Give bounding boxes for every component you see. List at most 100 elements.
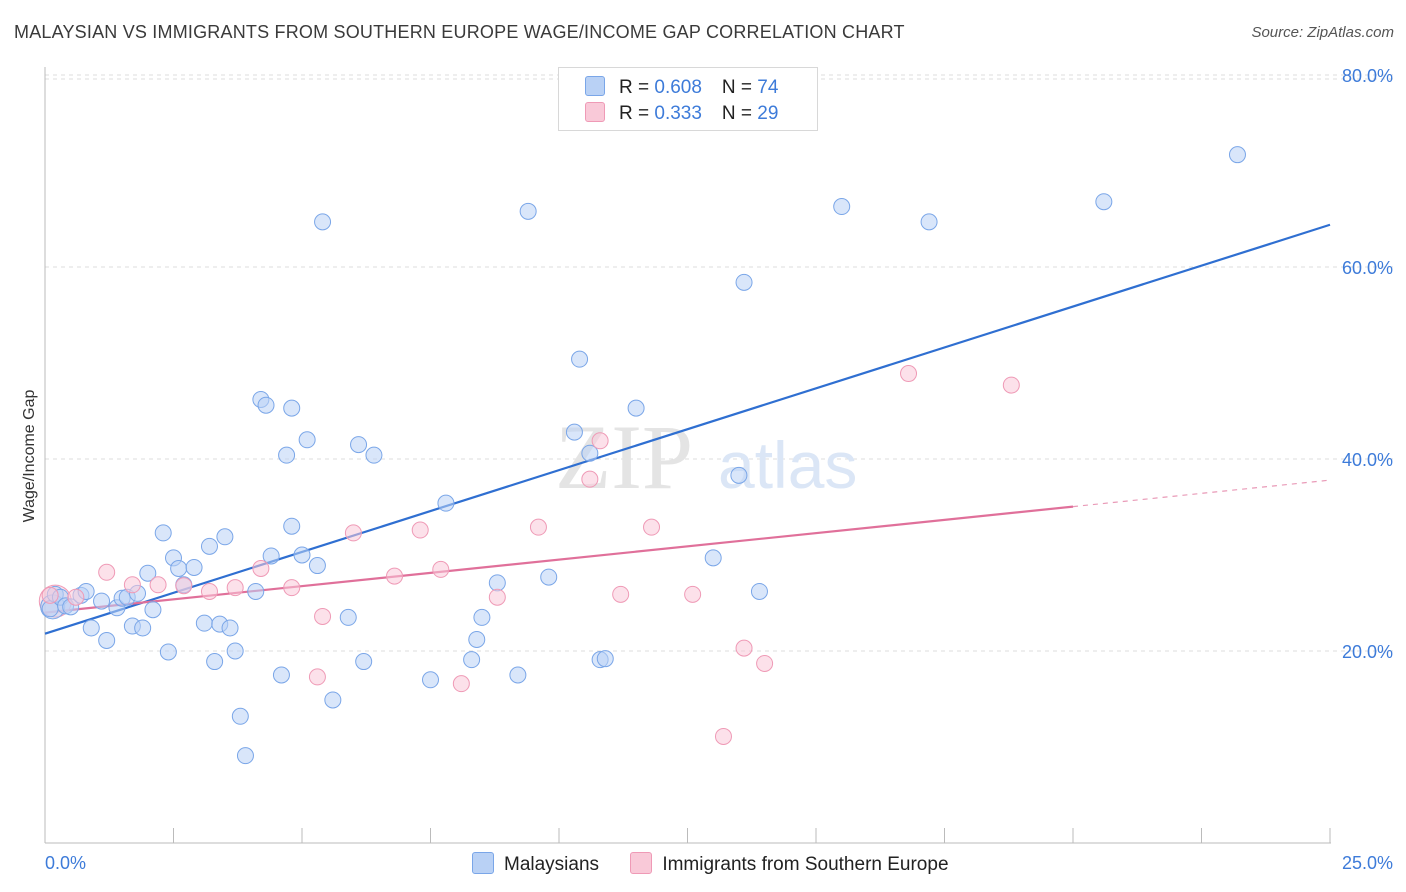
point-southern-europe [714, 727, 732, 745]
point-malaysians [200, 537, 218, 555]
legend-r-value: 0.333 [654, 103, 702, 124]
trend-lines [44, 223, 1331, 635]
legend-swatch-pink [585, 102, 605, 122]
point-southern-europe [98, 563, 116, 581]
point-malaysians [159, 643, 177, 661]
x-tick-label-min: 0.0% [45, 853, 86, 873]
point-malaysians [571, 350, 589, 368]
point-southern-europe [735, 639, 753, 657]
point-malaysians [257, 396, 275, 414]
series-swatch-blue [472, 852, 494, 874]
point-malaysians [272, 666, 290, 684]
y-tick-label: 40.0% [1342, 450, 1393, 470]
point-malaysians [509, 666, 527, 684]
trend-line-southern-europe [44, 505, 1074, 614]
point-malaysians [262, 547, 280, 565]
point-southern-europe [643, 518, 661, 536]
point-malaysians [468, 630, 486, 648]
point-southern-europe [149, 576, 167, 594]
point-malaysians [206, 653, 224, 671]
point-southern-europe [41, 586, 59, 604]
point-malaysians [339, 608, 357, 626]
point-southern-europe [432, 560, 450, 578]
legend-row-malaysians: R = 0.608 N = 74 [585, 76, 778, 100]
legend-row-southern-europe: R = 0.333 N = 29 [585, 102, 778, 126]
point-malaysians [144, 601, 162, 619]
data-points [38, 146, 1246, 765]
point-malaysians [730, 466, 748, 484]
point-southern-europe [612, 585, 630, 603]
point-malaysians [278, 446, 296, 464]
point-malaysians [437, 494, 455, 512]
point-southern-europe [252, 559, 270, 577]
legend-swatch-blue [585, 76, 605, 96]
point-malaysians [422, 671, 439, 689]
point-southern-europe [67, 588, 85, 606]
point-malaysians [488, 574, 506, 592]
point-malaysians [833, 198, 851, 216]
point-southern-europe [684, 585, 702, 603]
point-malaysians [350, 436, 368, 454]
point-malaysians [463, 651, 481, 669]
point-southern-europe [756, 654, 774, 672]
legend-n-value: 29 [757, 103, 779, 124]
point-malaysians [154, 524, 172, 542]
point-malaysians [473, 608, 491, 626]
point-malaysians [704, 549, 722, 567]
point-malaysians [293, 546, 311, 564]
trend-line-southern-europe-dashed [1072, 479, 1331, 508]
point-malaysians [170, 559, 188, 577]
legend-r-label: R = [619, 103, 655, 124]
point-southern-europe [226, 579, 244, 597]
point-malaysians [735, 273, 753, 291]
point-malaysians [82, 619, 100, 637]
point-southern-europe [900, 365, 918, 383]
point-malaysians [216, 528, 234, 546]
point-malaysians [324, 691, 342, 709]
point-malaysians [365, 446, 383, 464]
point-southern-europe [283, 579, 301, 597]
legend-r-label: R = [619, 77, 655, 98]
tick-labels: 20.0% 40.0% 60.0% 80.0% 0.0% 25.0% [45, 66, 1393, 873]
point-malaysians [236, 747, 254, 765]
series-legend-southern-europe: Immigrants from Southern Europe [630, 852, 949, 876]
chart-title: MALAYSIAN VS IMMIGRANTS FROM SOUTHERN EU… [14, 22, 905, 42]
point-malaysians [1095, 193, 1113, 211]
watermark-atlas: atlas [718, 428, 857, 502]
point-malaysians [308, 557, 326, 575]
point-malaysians [540, 568, 558, 586]
point-southern-europe [591, 432, 609, 450]
legend-n-value: 74 [757, 77, 779, 98]
y-tick-label: 80.0% [1342, 66, 1393, 86]
watermark-zip: ZIP [555, 406, 693, 508]
point-malaysians [581, 444, 599, 462]
point-southern-europe [123, 576, 141, 594]
point-malaysians [298, 431, 316, 449]
point-malaysians [920, 213, 938, 231]
point-malaysians [314, 213, 332, 231]
point-malaysians [355, 653, 373, 671]
point-southern-europe [488, 588, 506, 606]
point-southern-europe [344, 524, 362, 542]
point-malaysians [134, 619, 152, 637]
point-malaysians [221, 619, 239, 637]
series-swatch-pink [630, 852, 653, 874]
point-southern-europe [200, 582, 218, 600]
point-southern-europe [386, 567, 404, 585]
point-malaysians [231, 707, 249, 725]
point-southern-europe [1002, 376, 1020, 394]
series-legend: Malaysians Immigrants from Southern Euro… [472, 852, 975, 876]
point-southern-europe [452, 675, 470, 693]
point-malaysians [195, 614, 213, 632]
point-malaysians [519, 202, 537, 220]
point-malaysians [247, 582, 265, 600]
point-malaysians [627, 399, 645, 417]
point-southern-europe [411, 521, 429, 539]
series-label: Immigrants from Southern Europe [662, 854, 949, 875]
point-malaysians [226, 642, 244, 660]
trend-line-malaysians [44, 223, 1331, 635]
point-malaysians [750, 582, 768, 600]
legend: R = 0.608 N = 74 R = 0.333 N = 29 [558, 67, 818, 131]
axes [44, 67, 1331, 844]
point-southern-europe [529, 518, 547, 536]
